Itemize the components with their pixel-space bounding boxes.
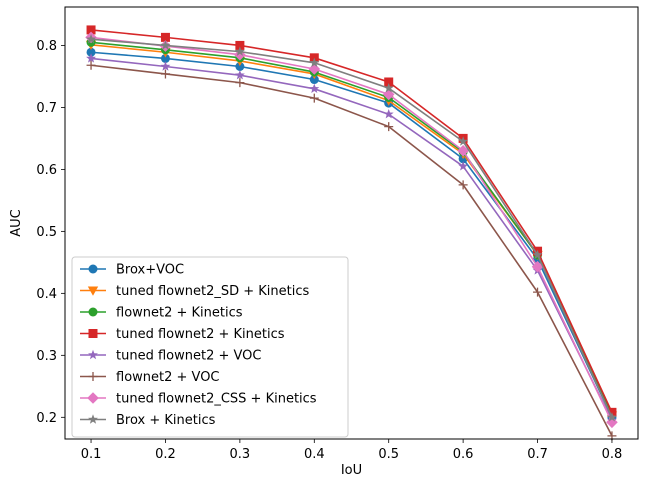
data-point (458, 161, 469, 171)
data-point (235, 62, 245, 72)
legend-marker (88, 307, 98, 317)
series-6 (85, 31, 618, 429)
plot-frame (64, 6, 639, 440)
x-axis-label: IoU (341, 463, 362, 478)
data-point (86, 60, 96, 70)
legend-box (71, 256, 349, 438)
legend: Brox+VOC tuned flownet2_SD + Kinetics flow… (71, 256, 349, 438)
series-7 (86, 34, 617, 422)
legend-marker (88, 349, 98, 360)
legend-label: tuned flownet2 + Kinetics (116, 327, 285, 342)
x-tick-label: 0.2 (155, 447, 176, 462)
y-tick-label: 0.4 (36, 287, 57, 302)
x-tick-label: 0.7 (527, 447, 548, 462)
x-tick-label: 0.8 (602, 447, 623, 462)
series-line (90, 57, 613, 421)
data-point (160, 61, 171, 71)
data-point (309, 57, 320, 67)
data-point (86, 53, 96, 63)
legend-marker (87, 392, 99, 404)
series-line (90, 29, 613, 413)
series-layer (85, 25, 618, 441)
data-point (160, 69, 170, 79)
y-axis-label: AUC (9, 209, 24, 237)
y-tick-label: 0.8 (36, 39, 57, 54)
legend-label: tuned flownet2_CSS + Kinetics (116, 392, 317, 407)
data-point (234, 48, 246, 61)
data-point (607, 412, 617, 422)
legend-marker (87, 286, 99, 296)
x-tick-label: 0.4 (304, 447, 325, 462)
y-tick-label: 0.6 (36, 163, 57, 178)
x-tick-label: 0.5 (378, 447, 399, 462)
data-point (160, 53, 170, 63)
legend-label: tuned flownet2 + VOC (116, 349, 261, 364)
y-tick-label: 0.2 (36, 411, 57, 426)
data-point (531, 260, 544, 273)
legend-marker (88, 264, 98, 274)
x-tick-label: 0.1 (81, 447, 102, 462)
x-tick-label: 0.3 (230, 447, 251, 462)
data-point (383, 82, 394, 93)
data-point (234, 69, 245, 80)
data-point (235, 78, 245, 88)
y-tick-label: 0.3 (36, 349, 57, 364)
data-point (234, 46, 245, 56)
data-point (86, 34, 96, 44)
data-point (309, 93, 319, 103)
legend-label: tuned flownet2_SD + Kinetics (116, 284, 309, 299)
data-point (309, 75, 319, 85)
legend-marker (88, 414, 98, 424)
data-point (457, 144, 469, 157)
legend-label: Brox+VOC (116, 263, 184, 278)
legend-label: flownet2 + VOC (116, 370, 220, 385)
series-5 (86, 60, 617, 441)
x-tick-label: 0.6 (453, 447, 474, 462)
data-point (606, 416, 618, 429)
legend-marker (88, 372, 98, 381)
data-point (86, 25, 96, 35)
series-line (90, 51, 613, 418)
data-point (383, 109, 394, 119)
data-point (309, 83, 320, 94)
data-point (458, 180, 468, 190)
y-tick-label: 0.5 (36, 225, 57, 240)
legend-label: Brox + Kinetics (116, 413, 216, 428)
data-point (533, 287, 543, 297)
legend-label: flownet2 + Kinetics (116, 306, 243, 321)
data-point (458, 136, 469, 146)
y-tick-label: 0.7 (36, 101, 57, 116)
data-point (384, 77, 394, 87)
y-ticks: 0.2 0.3 0.4 0.5 0.6 0.7 0.8 (36, 39, 65, 426)
data-point (308, 63, 321, 75)
legend-marker (88, 329, 98, 338)
x-ticks: 0.1 0.2 0.3 0.4 0.5 0.6 0.7 0.8 (81, 439, 623, 462)
data-point (160, 32, 170, 42)
data-point (86, 47, 96, 57)
data-point (160, 40, 171, 50)
data-point (235, 40, 245, 50)
data-point (532, 249, 543, 260)
data-point (382, 88, 395, 101)
series-line (90, 38, 613, 418)
series-line (90, 64, 613, 437)
series-line (90, 41, 613, 415)
data-point (384, 122, 394, 132)
series-line (90, 36, 613, 423)
